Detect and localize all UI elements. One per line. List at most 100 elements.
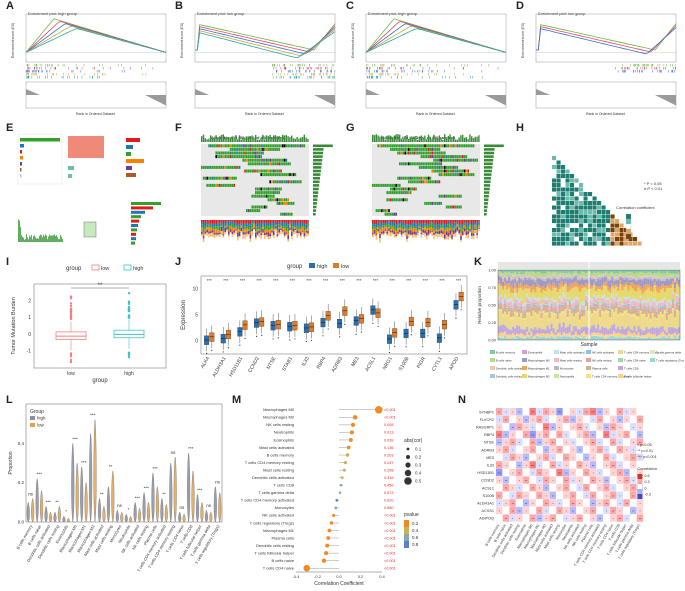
onco-titv [440, 227, 442, 231]
onco-titv [274, 226, 277, 229]
k-segment [558, 296, 561, 299]
onco-cell [402, 162, 405, 166]
k-segment [657, 293, 660, 302]
panel-d-title: Enrichment plot: low group [538, 11, 586, 16]
k-segment [508, 306, 511, 308]
onco-titv [431, 222, 433, 224]
onco-cell [390, 144, 392, 148]
onco-cell [222, 151, 225, 155]
k-segment [570, 277, 573, 280]
k-segment [677, 272, 681, 276]
h-cell [561, 237, 566, 242]
onco-titv [409, 223, 412, 226]
k-segment [576, 273, 579, 278]
onco-titv [408, 220, 410, 224]
onco-cell [271, 194, 273, 198]
onco-cell [431, 165, 433, 169]
panel-i: I -1 0 1 2 Tumor Mutation Burden group group lo… [6, 256, 174, 386]
k-segment [504, 335, 507, 340]
k-segment [554, 304, 557, 306]
k-segment [514, 311, 517, 314]
onco-titv [265, 220, 268, 223]
onco-titv [415, 220, 417, 224]
k-segment [655, 312, 658, 317]
onco-titv [395, 236, 397, 238]
k-segment [625, 297, 628, 300]
k-segment [649, 279, 652, 287]
k-segment [568, 324, 571, 333]
onco-titv [289, 224, 291, 228]
onco-cell [440, 201, 442, 205]
k-segment [520, 297, 523, 301]
k-segment [556, 280, 559, 288]
onco-titv [247, 225, 250, 230]
k-segment [546, 297, 549, 300]
onco-cell [256, 209, 259, 213]
k-segment [560, 306, 563, 309]
k-segment [528, 277, 531, 279]
onco-side-bar [313, 144, 333, 148]
onco-titv [435, 231, 437, 234]
l-violin [160, 498, 164, 523]
k-segment [564, 298, 567, 301]
k-segment [623, 329, 626, 335]
m-ytick: Monocytes [275, 505, 294, 510]
k-segment [554, 285, 557, 289]
onco-cell [240, 147, 243, 151]
j-outlier [372, 322, 374, 324]
onco-cell [274, 180, 277, 184]
onco-cell [274, 162, 277, 166]
onco-cell [267, 144, 270, 148]
k-segment [508, 276, 511, 278]
onco-cell [294, 173, 297, 177]
onco-titv [445, 228, 448, 232]
m-ytick: Mast cells activated [259, 445, 294, 450]
onco-titv [379, 229, 381, 234]
h-cell [597, 237, 602, 242]
k-segment [677, 308, 681, 311]
onco-cell [233, 155, 235, 159]
k-segment [556, 278, 559, 281]
k-segment [532, 329, 535, 337]
onco-top-bar [276, 136, 278, 142]
k-segment [560, 326, 563, 328]
onco-cell [278, 162, 280, 166]
k-segment [564, 278, 567, 282]
onco-cell [462, 169, 464, 173]
k-segment [548, 311, 551, 313]
k-segment [514, 298, 517, 302]
k-segment [675, 303, 679, 307]
onco-titv [210, 223, 212, 225]
l-violin [200, 501, 204, 523]
onco-side-bar [484, 169, 492, 173]
onco-cell [247, 144, 250, 148]
h-cell [552, 201, 557, 206]
onco-titv [217, 230, 219, 233]
k-segment [576, 300, 579, 303]
k-segment [562, 270, 565, 274]
k-segment [589, 335, 592, 337]
k-segment [548, 272, 551, 276]
onco-cell [418, 180, 421, 184]
onco-titv [278, 220, 280, 223]
k-segment [639, 272, 642, 277]
k-segment [645, 318, 648, 327]
onco-titv [391, 221, 394, 225]
k-segment [542, 277, 545, 279]
k-segment [647, 272, 650, 277]
k-segment [532, 337, 535, 339]
onco-top-bar [429, 137, 431, 142]
onco-cell [271, 198, 273, 202]
onco-cell [406, 187, 408, 191]
k-segment [607, 290, 610, 298]
panel-a-title: Enrichment plot: high group [28, 11, 77, 16]
onco-titv [381, 221, 383, 226]
k-segment [506, 338, 509, 340]
k-segment [617, 306, 620, 308]
onco-cell [228, 165, 230, 169]
onco-cell [224, 151, 226, 155]
k-segment [655, 291, 658, 303]
onco-titv [303, 226, 306, 231]
